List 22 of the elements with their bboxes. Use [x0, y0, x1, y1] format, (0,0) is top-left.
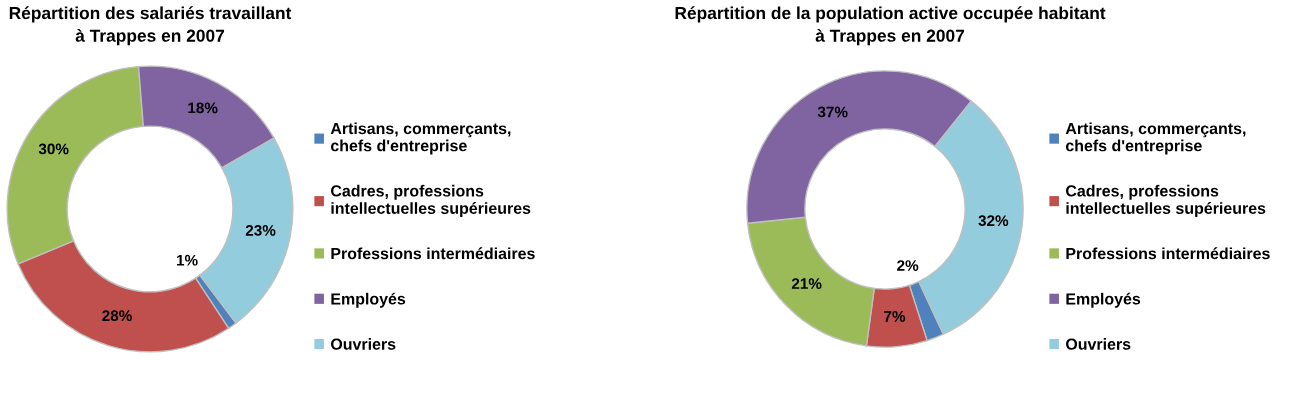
data-label: 37% — [817, 106, 848, 118]
data-label: 2% — [897, 260, 919, 271]
legend-label: Cadres, professions intellectuelles supérieures — [1066, 184, 1266, 218]
legend-label: Ouvriers — [1066, 338, 1131, 350]
data-label: 32% — [978, 215, 1009, 227]
legend-label: Employés — [1066, 292, 1141, 308]
data-label: 28% — [102, 310, 132, 322]
legend-label: Employés — [331, 292, 406, 308]
legend-label: Professions intermédiaires — [331, 247, 535, 260]
chart-title: Répartition des salariés travaillant à Trappes en 2007 — [9, 6, 292, 46]
legend-label: Ouvriers — [331, 338, 396, 350]
data-label: 21% — [791, 278, 822, 289]
chart-title: Répartition de la population active occupée habitant à Trappes en 2007 — [675, 6, 1106, 46]
legend-label: Artisans, commerçants, chefs d'entreprise — [1065, 122, 1246, 155]
legend-label: Artisans, commerçants, chefs d'entreprise — [330, 122, 511, 155]
data-label: 23% — [245, 224, 276, 236]
legend-label: Professions intermédiaires — [1066, 247, 1270, 260]
data-label: 1% — [176, 254, 198, 266]
data-label: 7% — [884, 311, 906, 322]
legend-label: Cadres, professions intellectuelles supérieures — [331, 184, 531, 218]
data-label: 18% — [188, 102, 218, 114]
data-label: 30% — [38, 143, 69, 155]
